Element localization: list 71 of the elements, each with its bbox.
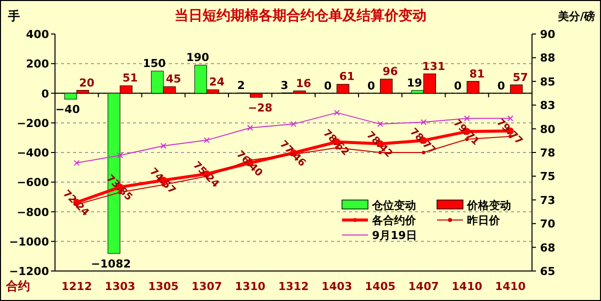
data-label: 0 — [324, 79, 332, 92]
data-label: 2 — [237, 78, 245, 92]
legend-label: 各合约价 — [371, 214, 417, 227]
y2-tick-label: 75 — [540, 170, 556, 184]
x-tick-label: 1405 — [364, 280, 396, 293]
point — [247, 124, 254, 131]
x-axis-title: 合约 — [5, 279, 30, 293]
data-label: 51 — [122, 72, 138, 85]
y-axis-title: 手 — [7, 9, 20, 23]
data-label: 61 — [339, 70, 355, 84]
y2-tick-label: 88 — [540, 52, 556, 65]
data-label: 0 — [367, 79, 376, 92]
point — [290, 121, 296, 128]
data-label: 19 — [406, 76, 422, 90]
x-tick-label: 1410 — [495, 280, 526, 293]
point — [74, 160, 80, 166]
point — [334, 110, 340, 116]
data-label: 96 — [382, 65, 398, 78]
data-label: −28 — [248, 101, 272, 114]
point — [117, 152, 124, 158]
y-tick-label: −400 — [16, 146, 50, 160]
x-tick-label: 1303 — [104, 280, 136, 293]
x-tick-label: 1307 — [191, 280, 222, 293]
y2-tick-label: 83 — [540, 99, 556, 112]
y2-tick-label: 85 — [540, 75, 556, 88]
data-label: 24 — [209, 76, 225, 89]
data-label: 45 — [166, 72, 182, 86]
data-label: 190 — [186, 51, 210, 64]
legend-label: 价格变动 — [466, 199, 511, 212]
data-label: 0 — [454, 79, 462, 92]
data-label: 81 — [469, 67, 485, 80]
y2-tick-label: 70 — [540, 218, 556, 231]
data-label: 3 — [280, 78, 288, 92]
point — [160, 142, 166, 149]
data-label: 131 — [422, 60, 446, 73]
point — [420, 119, 427, 126]
data-label: 57 — [512, 70, 528, 84]
legend-label: 9月19日 — [372, 229, 417, 242]
x-tick-label: 1407 — [408, 280, 439, 293]
legend-label: 仓位变动 — [371, 199, 416, 212]
y-tick-label: −1000 — [9, 235, 50, 248]
x-tick-label: 1305 — [148, 280, 179, 293]
y-tick-label: −600 — [16, 176, 50, 190]
point — [204, 137, 210, 144]
y-tick-label: 0 — [41, 87, 50, 100]
x-tick-label: 1212 — [61, 280, 92, 293]
y2-tick-label: 65 — [540, 265, 556, 278]
x-tick-label: 1310 — [234, 280, 266, 293]
data-label: −1082 — [91, 258, 131, 271]
y-tick-label: −800 — [16, 206, 50, 219]
data-label: −40 — [55, 103, 80, 116]
chart-title: 当日短约期棉各期合约仓单及结算价变动 — [174, 7, 426, 24]
y2-tick-label: 73 — [540, 194, 556, 207]
y-tick-label: −1200 — [9, 265, 50, 278]
y-tick-label: −200 — [16, 116, 50, 130]
data-label: 0 — [497, 79, 506, 92]
data-label: 16 — [296, 76, 312, 90]
x-tick-label: 1312 — [278, 280, 309, 293]
y2-tick-label: 68 — [540, 241, 556, 254]
x-tick-label: 1403 — [322, 280, 352, 293]
y2-tick-label: 78 — [540, 146, 556, 160]
data-label: 20 — [79, 76, 95, 90]
y-tick-label: 400 — [26, 28, 50, 41]
y2-tick-label: 80 — [540, 122, 556, 136]
x-tick-label: 1410 — [452, 280, 483, 293]
y2-axis-title: 美分/磅 — [556, 10, 595, 23]
y2-tick-label: 90 — [540, 28, 556, 41]
data-label: 150 — [142, 57, 166, 70]
y-tick-label: 200 — [26, 58, 50, 71]
point — [377, 121, 384, 128]
legend-label: 昨日价 — [467, 214, 501, 227]
